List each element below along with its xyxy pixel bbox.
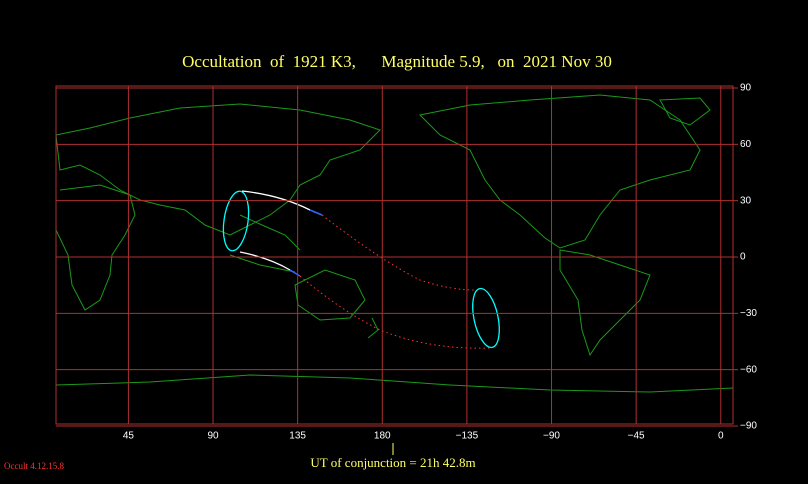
- y-tick-label: 30: [740, 195, 752, 206]
- path-dawn: [289, 209, 323, 277]
- y-tick-label: −90: [740, 421, 757, 432]
- x-tick-label: −135: [456, 431, 479, 442]
- path-south: [239, 251, 291, 271]
- coastlines: [55, 94, 734, 393]
- footer: UT of conjunction = 21h 42.8m: [310, 455, 475, 470]
- y-tick-label: 0: [740, 252, 746, 263]
- x-tick-label: 0: [718, 431, 724, 442]
- axes: 45 90 135 180 −135 −90 −45 0 90 60 30 0 −30 −60 −90: [56, 83, 757, 442]
- path-north: [241, 190, 311, 211]
- y-tick-label: −60: [740, 364, 757, 375]
- x-tick-label: −90: [543, 431, 560, 442]
- path-night: [321, 214, 476, 291]
- x-tick-label: 135: [289, 431, 306, 442]
- title: Occultation of 1921 K3, Magnitude 5.9, o…: [182, 52, 612, 71]
- shadow-outline: [222, 190, 250, 252]
- y-tick-label: 90: [740, 83, 752, 94]
- shadow-outline: [472, 287, 500, 349]
- x-tick-label: 90: [207, 431, 219, 442]
- x-tick-label: 45: [123, 431, 135, 442]
- y-tick-label: 60: [740, 139, 752, 150]
- x-tick-label: 180: [374, 431, 391, 442]
- x-tick-label: −45: [628, 431, 645, 442]
- y-tick-label: −30: [740, 308, 757, 319]
- frame: [55, 85, 734, 425]
- version: Occult 4.12.15.8: [4, 461, 64, 471]
- path-night: [299, 275, 491, 349]
- occultation-paths: [222, 190, 500, 349]
